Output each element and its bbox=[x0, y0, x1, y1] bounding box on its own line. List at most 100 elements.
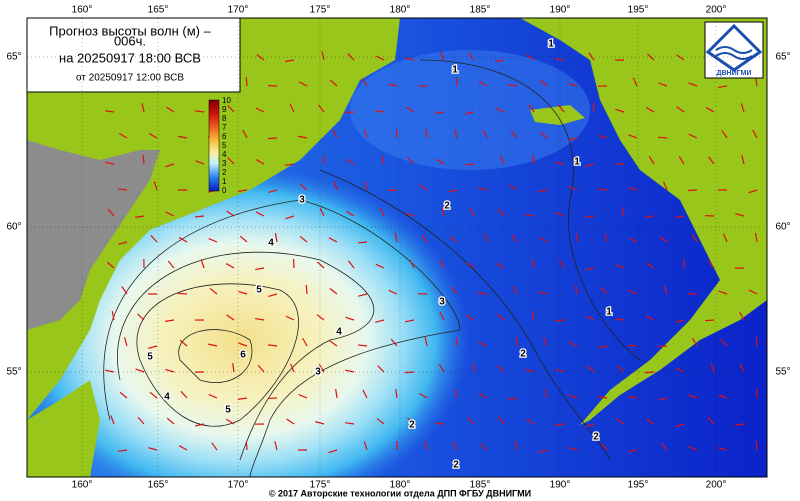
wave-arrow bbox=[167, 260, 175, 269]
wave-arrow bbox=[531, 259, 535, 269]
wave-arrow bbox=[741, 155, 745, 165]
wave-arrow bbox=[289, 103, 295, 113]
wave-arrow bbox=[472, 362, 475, 373]
colorbar-label: 2 bbox=[222, 168, 227, 177]
lon-label: 195° bbox=[628, 5, 649, 16]
wave-arrow bbox=[718, 85, 728, 89]
wave-arrow bbox=[305, 284, 308, 295]
wave-arrow bbox=[597, 188, 608, 191]
wave-arrow bbox=[515, 336, 518, 347]
wave-arrow bbox=[507, 84, 518, 87]
wave-arrow bbox=[646, 418, 655, 425]
wave-arrow bbox=[675, 367, 685, 373]
contour bbox=[319, 169, 611, 461]
wave-arrow bbox=[568, 394, 578, 399]
wave-arrow bbox=[466, 262, 475, 269]
wave-arrow bbox=[710, 363, 715, 373]
wave-arrow bbox=[256, 54, 265, 61]
wave-arrow bbox=[123, 337, 128, 347]
wave-arrow bbox=[752, 129, 758, 139]
wave-arrow bbox=[232, 363, 235, 373]
wave-arrow bbox=[267, 344, 278, 347]
contour-label: 1 bbox=[606, 307, 612, 318]
wave-arrow bbox=[165, 319, 175, 322]
wave-arrow bbox=[405, 212, 415, 217]
wave-arrow bbox=[568, 341, 578, 347]
wave-arrow bbox=[285, 215, 295, 220]
wave-arrow bbox=[419, 184, 428, 191]
wave-arrow bbox=[588, 52, 595, 61]
wave-arrow bbox=[257, 364, 265, 373]
wave-arrow bbox=[543, 337, 548, 347]
wave-arrow bbox=[484, 233, 488, 243]
wave-arrow bbox=[585, 423, 595, 428]
wave-arrow bbox=[285, 163, 295, 166]
wave-arrow bbox=[705, 107, 715, 113]
wave-arrow bbox=[568, 447, 578, 451]
colorbar-label: 5 bbox=[222, 141, 227, 150]
wave-arrow bbox=[137, 416, 145, 425]
wave-arrow bbox=[153, 181, 158, 191]
wave-arrow bbox=[687, 189, 698, 192]
wave-arrow bbox=[179, 339, 188, 347]
wave-arrow bbox=[335, 389, 338, 399]
wave-arrow bbox=[238, 342, 248, 347]
wave-arrow bbox=[148, 447, 158, 451]
wave-arrow bbox=[514, 441, 518, 451]
wave-arrow bbox=[318, 104, 325, 113]
wave-arrow bbox=[381, 155, 385, 165]
wave-arrow bbox=[646, 53, 655, 61]
wave-arrow bbox=[178, 445, 188, 451]
wave-arrow bbox=[721, 130, 728, 139]
wave-arrow bbox=[194, 215, 205, 218]
wave-arrow bbox=[395, 389, 398, 399]
wave-arrow bbox=[592, 102, 595, 113]
wave-arrow bbox=[526, 54, 535, 61]
wave-arrow bbox=[467, 417, 475, 425]
wave-arrow bbox=[574, 285, 578, 295]
wave-arrow bbox=[345, 210, 355, 217]
contour-label: 5 bbox=[225, 405, 231, 416]
wave-arrow bbox=[435, 111, 445, 114]
wave-arrow bbox=[255, 159, 265, 165]
wave-arrow bbox=[692, 337, 698, 347]
wave-arrow bbox=[195, 423, 205, 427]
wave-arrow bbox=[657, 345, 668, 348]
contour-label: 1 bbox=[574, 157, 580, 168]
wave-arrow bbox=[388, 289, 398, 295]
wave-arrow bbox=[658, 82, 668, 87]
wave-arrow bbox=[755, 336, 758, 347]
wave-arrow bbox=[555, 161, 565, 165]
wave-arrow bbox=[644, 371, 655, 374]
wave-arrow bbox=[405, 57, 415, 61]
colorbar-label: 0 bbox=[222, 186, 227, 195]
wave-arrow bbox=[708, 260, 715, 269]
wave-arrow bbox=[628, 449, 638, 453]
wave-arrow bbox=[211, 442, 218, 451]
wave-arrow bbox=[180, 390, 188, 399]
wave-arrow bbox=[345, 158, 355, 165]
wave-arrow bbox=[464, 163, 475, 166]
wave-arrow bbox=[718, 394, 728, 399]
lon-label: 190° bbox=[550, 5, 571, 16]
wave-arrow bbox=[439, 311, 445, 321]
wave-arrow bbox=[329, 79, 338, 87]
wave-arrow bbox=[439, 51, 445, 61]
wave-arrow bbox=[454, 129, 458, 139]
colorbar-label: 8 bbox=[222, 114, 227, 123]
wave-arrow bbox=[245, 440, 248, 451]
wave-arrow bbox=[329, 340, 338, 347]
wave-arrow bbox=[267, 137, 278, 140]
wave-arrow bbox=[449, 236, 458, 243]
wave-arrow bbox=[375, 55, 385, 61]
wave-arrow bbox=[598, 345, 608, 348]
wave-arrow bbox=[465, 111, 475, 115]
wave-arrow bbox=[425, 129, 428, 139]
wave-arrow bbox=[239, 235, 248, 243]
wave-arrow bbox=[105, 161, 115, 165]
wave-arrow bbox=[390, 338, 398, 347]
wave-arrow bbox=[436, 158, 445, 165]
wave-arrow bbox=[299, 183, 308, 191]
wave-arrow bbox=[617, 365, 625, 373]
lon-label: 185° bbox=[470, 5, 491, 16]
